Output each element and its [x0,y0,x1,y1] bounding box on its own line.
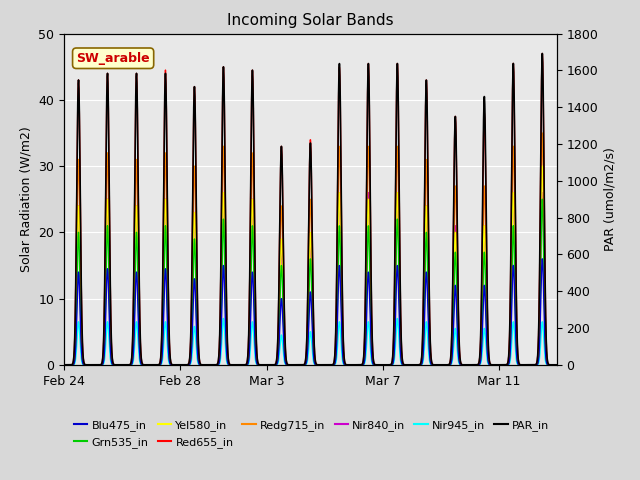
Line: Blu475_in: Blu475_in [64,259,557,365]
Red655_in [522,362,530,368]
Redg715_in [538,130,546,136]
Y-axis label: Solar Radiation (W/m2): Solar Radiation (W/m2) [20,126,33,272]
Title: Incoming Solar Bands: Incoming Solar Bands [227,13,394,28]
Red655_in [499,362,507,368]
Redg715_in [499,362,507,368]
Nir840_in [397,348,404,354]
Grn535_in [522,362,530,368]
PAR_in [60,362,68,368]
Redg715_in [397,341,404,347]
Redg715_in [60,362,68,368]
Grn535_in [60,362,68,368]
Line: Yel580_in: Yel580_in [64,166,557,365]
Redg715_in [316,362,323,368]
Redg715_in [522,362,530,368]
PAR_in [522,362,530,368]
Yel580_in [60,362,68,368]
Nir945_in [394,315,401,321]
Yel580_in [468,362,476,368]
Grn535_in [499,362,507,368]
Grn535_in [468,362,476,368]
Grn535_in [316,362,323,368]
Nir840_in [553,362,561,368]
Blu475_in [468,362,476,368]
PAR_in [397,325,404,331]
Blu475_in [553,362,561,368]
Red655_in [468,362,476,368]
PAR_in [499,362,507,368]
Line: Nir840_in: Nir840_in [64,192,557,365]
Red655_in [553,362,561,368]
Nir840_in [60,362,68,368]
Line: PAR_in: PAR_in [64,53,557,365]
Yel580_in [553,362,561,368]
Red655_in [353,362,360,368]
Blu475_in [538,256,546,262]
Yel580_in [522,362,530,368]
Grn535_in [538,196,546,202]
Red655_in [538,50,546,56]
Yel580_in [316,362,323,368]
Y-axis label: PAR (umol/m2/s): PAR (umol/m2/s) [604,147,617,251]
Nir840_in [316,362,323,368]
Nir840_in [522,362,530,368]
PAR_in [468,362,476,368]
Blu475_in [353,362,360,368]
Nir840_in [353,362,360,368]
Nir945_in [316,362,323,368]
Line: Nir945_in: Nir945_in [64,318,557,365]
Redg715_in [353,362,360,368]
Yel580_in [499,362,507,368]
Blu475_in [60,362,68,368]
Nir945_in [553,362,561,368]
PAR_in [553,362,561,368]
Grn535_in [353,362,360,368]
Text: SW_arable: SW_arable [76,52,150,65]
PAR_in [316,362,323,368]
PAR_in [538,50,546,56]
Yel580_in [397,348,404,354]
PAR_in [353,362,360,368]
Red655_in [397,325,404,331]
Blu475_in [499,362,507,368]
Nir945_in [522,362,530,368]
Red655_in [316,362,323,368]
Yel580_in [353,362,360,368]
Nir840_in [538,190,546,195]
Nir945_in [499,362,507,368]
Legend: Blu475_in, Grn535_in, Yel580_in, Red655_in, Redg715_in, Nir840_in, Nir945_in, PA: Blu475_in, Grn535_in, Yel580_in, Red655_… [70,416,554,452]
Nir840_in [499,362,507,368]
Blu475_in [522,362,530,368]
Line: Redg715_in: Redg715_in [64,133,557,365]
Blu475_in [397,356,404,361]
Nir840_in [468,362,476,368]
Blu475_in [316,362,323,368]
Nir945_in [353,362,360,368]
Grn535_in [553,362,561,368]
Grn535_in [397,352,404,358]
Redg715_in [553,362,561,368]
Nir945_in [468,362,476,368]
Red655_in [60,362,68,368]
Line: Grn535_in: Grn535_in [64,199,557,365]
Nir945_in [397,360,405,366]
Yel580_in [538,163,546,169]
Nir945_in [60,362,68,368]
Line: Red655_in: Red655_in [64,53,557,365]
Redg715_in [468,362,476,368]
